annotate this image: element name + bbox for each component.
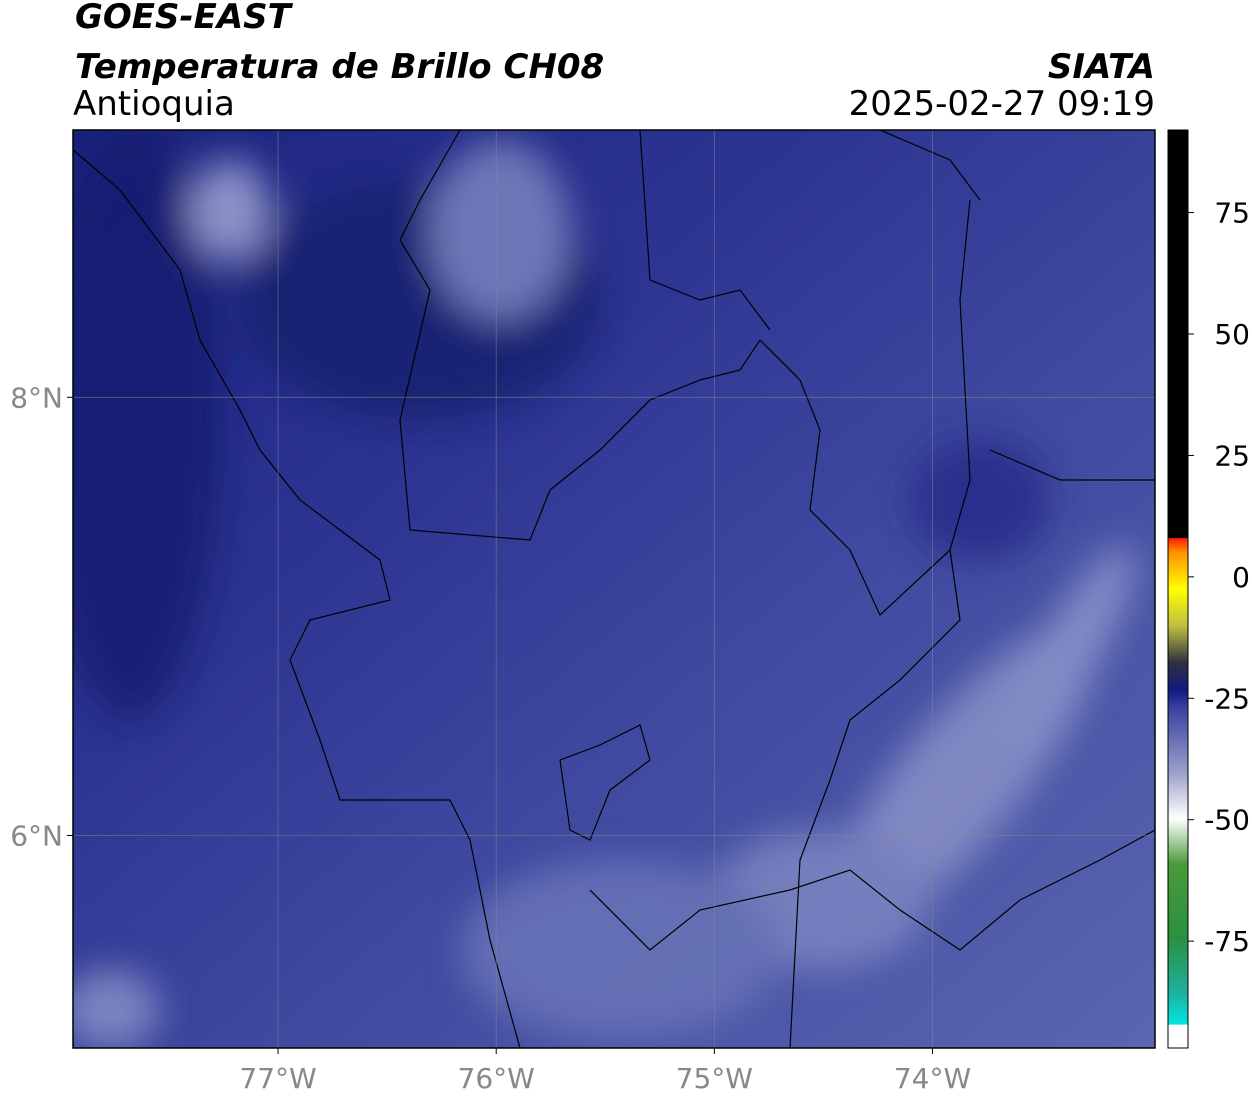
lat-tick-label: 8°N <box>10 381 63 414</box>
colorbar-tick-label: 50 <box>1214 318 1250 351</box>
source: SIATA <box>1048 47 1155 87</box>
region: Antioquia <box>73 84 235 124</box>
map-frame <box>72 129 1156 1049</box>
colorbar-tick-label: -50 <box>1204 804 1250 837</box>
colorbar-tick-label: -75 <box>1204 925 1250 958</box>
title: GOES-EAST <box>75 0 294 37</box>
graticule <box>67 130 1155 1054</box>
lon-tick-label: 74°W <box>894 1062 971 1095</box>
colorbar-tick-label: 0 <box>1232 561 1250 594</box>
lat-tick-label: 6°N <box>10 819 63 852</box>
colorbar-ticks: 75 50 25 0 -25 -50 -75 <box>1188 197 1250 958</box>
datetime: 2025-02-27 09:19 <box>849 84 1155 124</box>
lon-tick-label: 77°W <box>239 1062 316 1095</box>
subtitle: Temperatura de Brillo CH08 <box>75 47 604 87</box>
colorbar-tick-label: -25 <box>1204 682 1250 715</box>
satellite-image <box>73 130 1155 1048</box>
colorbar-tick-label: 75 <box>1214 197 1250 230</box>
lon-tick-label: 75°W <box>676 1062 753 1095</box>
colorbar-tick-label: 25 <box>1214 439 1250 472</box>
lon-tick-label: 76°W <box>458 1062 535 1095</box>
colorbar <box>1167 129 1189 1049</box>
